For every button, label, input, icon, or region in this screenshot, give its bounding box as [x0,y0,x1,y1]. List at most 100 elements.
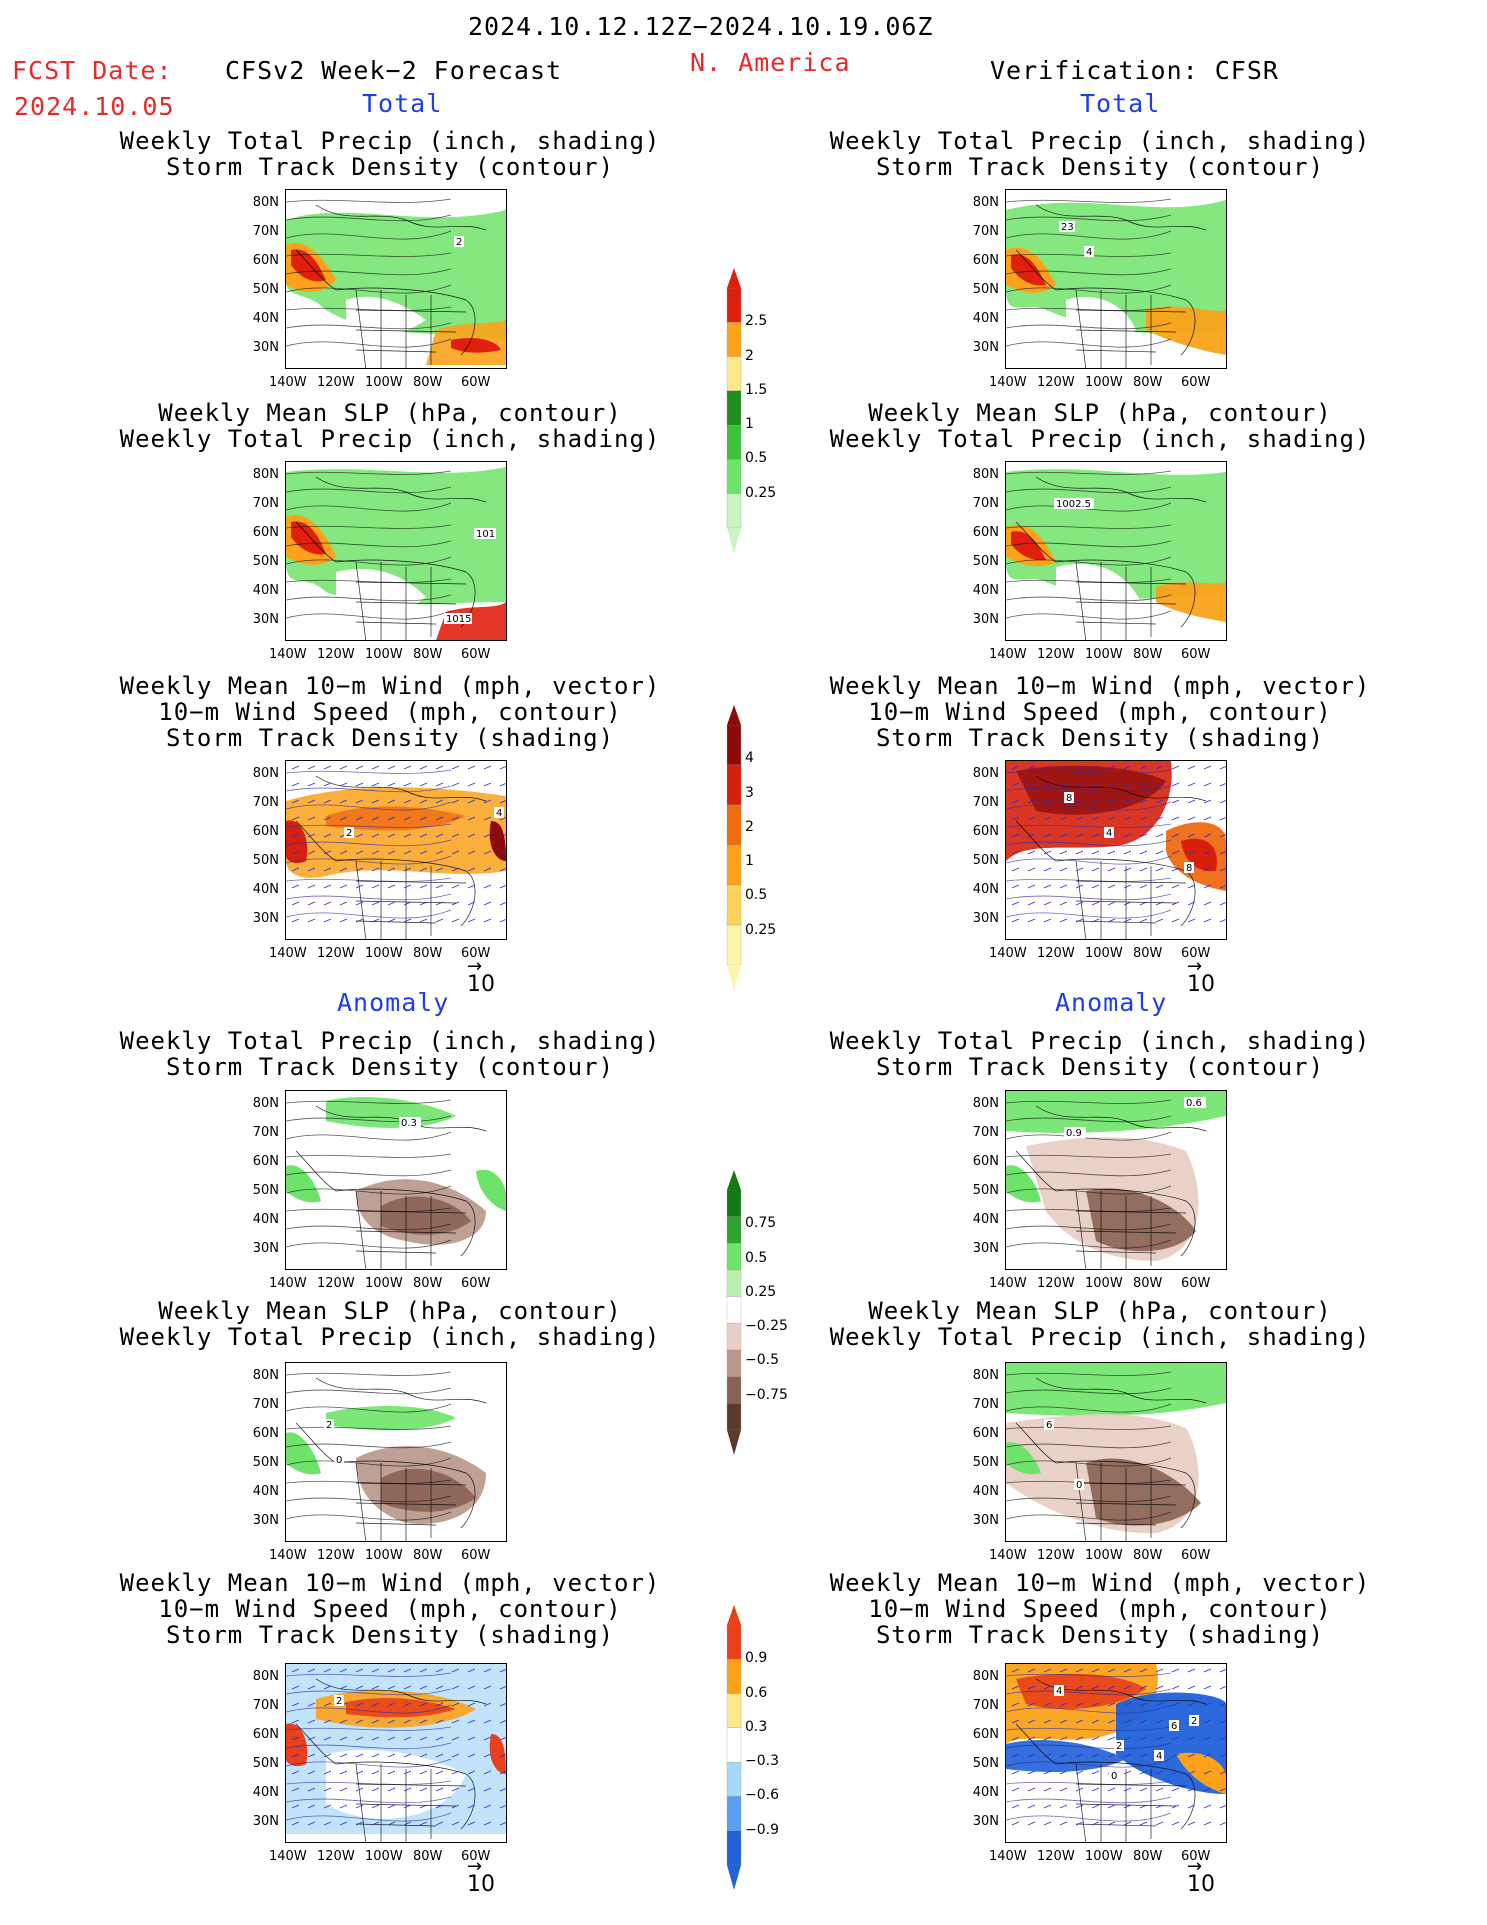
contour-line [286,306,452,311]
colorbar-label: −0.5 [745,1352,779,1369]
wind-vector [355,918,364,923]
shading-region [1006,1442,1041,1475]
wind-vector [1139,1804,1148,1809]
wind-vector [1091,1736,1100,1741]
wind-vector [1107,816,1116,821]
wind-vector [1155,850,1164,855]
wind-vector [291,1770,300,1775]
wind-vector [1155,799,1164,804]
contour-label: 0 [1111,1771,1117,1782]
vector-scale-cf-anom: → 10 [1187,1856,1215,1898]
contour-line [286,1672,452,1677]
colorbar-label: 2 [745,818,754,835]
contour-line [286,486,452,494]
wind-vector [1027,799,1036,804]
wind-vector [467,1787,476,1792]
wind-vector [1187,1736,1196,1741]
wind-vector [355,1821,364,1826]
colorbar-label: 1 [745,853,754,870]
wind-vector [467,1753,476,1758]
latitude-label: 60N [252,253,279,268]
shading-region [1016,1673,1146,1709]
wind-vector [1155,1821,1164,1826]
latitude-label: 70N [252,1125,279,1140]
wind-vector [307,867,316,872]
colorbar-bottom-cap [727,528,741,553]
contour-line [1006,540,1172,548]
wind-vector [339,1770,348,1775]
contour-line [286,610,452,620]
wind-vector [387,918,396,923]
wind-vector [467,816,476,821]
wind-vector [499,799,506,804]
wind-vector [1203,1668,1212,1673]
wind-vector [291,1668,300,1673]
wind-vector [323,1753,332,1758]
wind-vector [1011,816,1020,821]
wind-vector [1107,1753,1116,1758]
wind-vector [467,765,476,770]
contour-line [1006,578,1172,583]
wind-vector [291,799,300,804]
map-canvas: 4 6 2 2 4 0 [1006,1664,1226,1842]
wind-vector [451,901,460,906]
wind-vector [323,782,332,787]
wind-vector [355,901,364,906]
shading-region [1156,582,1226,622]
longitude-label: 120W [317,1849,355,1864]
shading-region [346,1698,456,1718]
wind-vector [1027,884,1036,889]
coastline [295,1377,487,1541]
contour-line [1006,839,1172,847]
wind-vector [339,1719,348,1724]
colorbar-top-cap [727,1605,741,1625]
contour-label: 2 [346,828,352,839]
contour-line [1006,1495,1172,1503]
wind-vector [1123,1702,1132,1707]
longitude-label: 120W [317,1548,355,1563]
longitude-label: 100W [1085,1548,1123,1563]
contour-line [1006,594,1172,602]
contour-line [1006,1796,1172,1804]
colorbar-swatch [726,1376,742,1404]
wind-vector [1219,782,1226,787]
wind-vector [1027,1770,1036,1775]
wind-vector [451,816,460,821]
contour-line [1006,1425,1172,1430]
wind-vector [451,1787,460,1792]
coastline [295,476,487,640]
longitude-label: 100W [1085,375,1123,390]
map-canvas: 23 4 [1006,198,1226,368]
wind-vector [371,1668,380,1673]
wind-vector [1155,816,1164,821]
wind-vector [1043,1804,1052,1809]
title-cf-total-precip: Weekly Total Precip (inch, shading) Stor… [829,127,1371,181]
latitude-label: 30N [972,1241,999,1256]
wind-vector [435,782,444,787]
map-cf-anom-wind: 4 6 2 2 4 0 [1005,1663,1227,1843]
wind-vector [1027,1787,1036,1792]
wind-vector [419,1804,428,1809]
wind-vector [483,1685,492,1690]
colorbar-swatch [726,1296,742,1324]
verification-title: Verification: CFSR [990,56,1279,85]
wind-vector [355,884,364,889]
contour-line [286,1185,452,1195]
latitude-label: 40N [252,311,279,326]
wind-vector [1075,1787,1084,1792]
wind-vector [291,1804,300,1809]
contour-label: 1002.5 [1056,499,1091,510]
wind-vector [1203,1685,1212,1690]
wind-vector [499,867,506,872]
wind-vector [1139,901,1148,906]
wind-vector [435,1719,444,1724]
contour-label-bg [1084,246,1094,257]
colorbar-total-precip: 2.5 2 1.5 1 0.5 0.25 [722,268,802,558]
latitude-label: 60N [972,824,999,839]
contour-line [1006,230,1172,240]
wind-vector [1155,867,1164,872]
wind-vector [403,1685,412,1690]
wind-vector [483,867,492,872]
wind-vector [483,1736,492,1741]
shading-region [326,1406,456,1431]
